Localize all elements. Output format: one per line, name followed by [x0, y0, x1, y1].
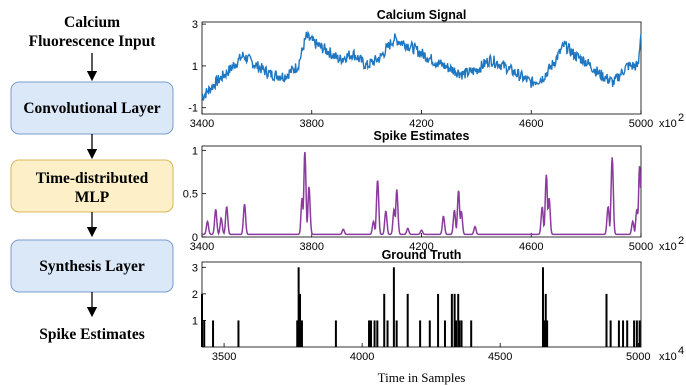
ground-truth-bar — [201, 293, 203, 347]
y-tick-label: 2 — [192, 289, 198, 301]
y-tick-label: -1 — [188, 103, 198, 115]
ground-truth-bar — [437, 293, 440, 347]
ground-truth-bar — [299, 293, 302, 347]
ground-truth-bar — [296, 320, 299, 347]
mlp-label-line1: Time-distributed — [36, 170, 149, 187]
ground-truth-bar — [638, 320, 641, 347]
ground-truth-bar — [458, 320, 461, 347]
x-tick-label: 3800 — [300, 241, 324, 253]
ground-truth-bar — [300, 320, 303, 347]
ground-truth-bar — [443, 320, 446, 347]
plot-frame — [201, 145, 642, 238]
x-tick-label: 4200 — [409, 241, 433, 253]
ground-truth-bar — [383, 293, 386, 347]
ground-truth-bar — [376, 320, 379, 347]
output-label: Spike Estimates — [39, 326, 145, 343]
axis-multiplier-exponent: 4 — [678, 345, 684, 357]
ground-truth-bar — [453, 293, 456, 347]
x-tick-label: 4500 — [488, 351, 512, 363]
ground-truth-bar — [460, 320, 463, 347]
ground-truth-bar — [334, 320, 337, 347]
calcium-signal-line — [201, 30, 642, 101]
chart-panels: Calcium Signal -1 1 3 3400 3800 4200 4600 5000 x1… — [183, 8, 684, 385]
ground-truth-bar — [546, 320, 549, 347]
mlp-label-line2: MLP — [75, 189, 110, 206]
axis-multiplier-exponent: 2 — [678, 235, 684, 247]
panel-title: Calcium Signal — [377, 8, 467, 22]
x-tick-label: 3500 — [212, 351, 236, 363]
ground-truth-bar — [633, 320, 636, 347]
input-label-line2: Fluorescence Input — [29, 33, 157, 50]
y-tick-label: 3 — [192, 19, 198, 31]
input-label-line1: Calcium — [64, 14, 120, 31]
convolutional-layer-label: Convolutional Layer — [23, 100, 160, 117]
axis-multiplier-exponent: 2 — [678, 112, 684, 124]
panel-title: Ground Truth — [382, 248, 462, 262]
ground-truth-bar — [419, 320, 422, 347]
synthesis-layer-label: Synthesis Layer — [39, 258, 145, 275]
ground-truth-bar — [237, 320, 240, 347]
plot-frame — [201, 261, 642, 348]
ground-truth-bar — [297, 267, 300, 347]
y-tick-label: 1 — [192, 61, 198, 73]
ground-truth-bar — [617, 320, 620, 347]
axis-multiplier: x10 — [659, 241, 677, 253]
ground-truth-bar — [605, 293, 608, 347]
ground-truth-bar — [428, 320, 431, 347]
ground-truth-bar — [626, 320, 629, 347]
ground-truth-bar — [212, 320, 215, 347]
ground-truth-bar — [203, 320, 206, 347]
x-tick-label: 4200 — [409, 118, 433, 130]
chart-panel-3: Ground Truth 1 2 3 3500 4000 4500 5000 x10 4 Time … — [192, 248, 684, 385]
x-tick-label: 4000 — [350, 351, 374, 363]
x-tick-label: 5000 — [629, 118, 653, 130]
ground-truth-bar — [457, 293, 460, 347]
x-tick-label: 4600 — [519, 241, 543, 253]
ground-truth-bar — [450, 293, 453, 347]
x-tick-label: 5000 — [629, 241, 653, 253]
ground-truth-bar — [455, 320, 458, 347]
x-axis-label: Time in Samples — [378, 370, 466, 385]
x-tick-label: 4600 — [519, 118, 543, 130]
ground-truth-bar — [392, 267, 395, 347]
ground-truth-bar — [635, 320, 638, 347]
x-tick-label: 3400 — [190, 118, 214, 130]
ground-truth-bar — [373, 320, 376, 347]
x-tick-label: 5000 — [626, 351, 650, 363]
ground-truth-bar — [470, 320, 473, 347]
spike-estimate-line — [202, 151, 642, 236]
y-tick-label: 3 — [192, 262, 198, 274]
ground-truth-bar — [609, 320, 612, 347]
x-tick-label: 3800 — [300, 118, 324, 130]
plot-frame — [201, 21, 642, 115]
ground-truth-bar — [395, 320, 398, 347]
ground-truth-bar — [544, 293, 547, 347]
y-tick-label: 1 — [192, 315, 198, 327]
y-tick-label: 0.5 — [183, 189, 198, 201]
y-tick-label: 0 — [192, 232, 198, 244]
ground-truth-bar — [369, 320, 372, 347]
ground-truth-bar — [368, 320, 371, 347]
ground-truth-bar — [406, 293, 409, 347]
y-tick-label: 1 — [192, 145, 198, 157]
axis-multiplier: x10 — [659, 118, 677, 130]
axis-multiplier: x10 — [659, 351, 677, 363]
panel-title: Spike Estimates — [374, 129, 470, 143]
ground-truth-bar — [543, 320, 546, 347]
chart-panel-1: Calcium Signal -1 1 3 3400 3800 4200 4600 5000 x1… — [188, 8, 684, 130]
ground-truth-bar — [386, 320, 389, 347]
x-tick-label: 3400 — [190, 241, 214, 253]
flow-diagram: Calcium Fluorescence Input Convolutional… — [10, 14, 174, 343]
chart-panel-2: Spike Estimates 0 0.5 1 3400 3800 4200 4600 5000… — [183, 129, 684, 253]
ground-truth-bar — [622, 320, 625, 347]
ground-truth-bar — [541, 267, 544, 347]
